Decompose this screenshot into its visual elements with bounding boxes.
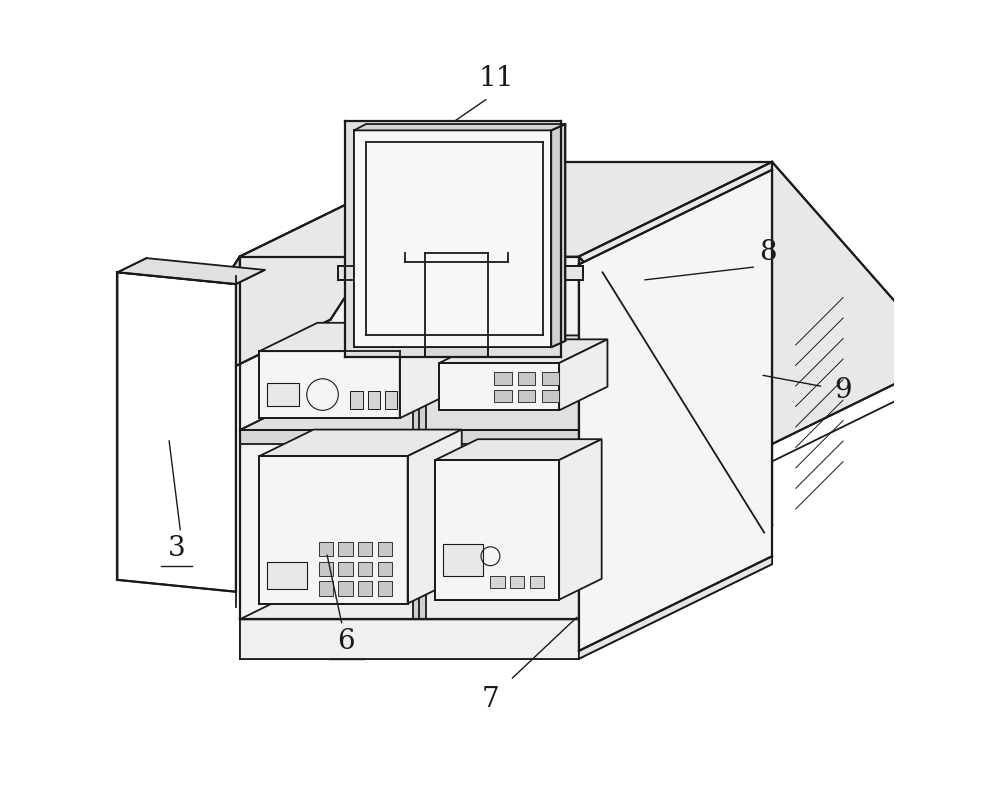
Polygon shape xyxy=(240,336,772,430)
Polygon shape xyxy=(240,430,579,444)
Polygon shape xyxy=(354,124,565,131)
Polygon shape xyxy=(259,351,400,418)
Polygon shape xyxy=(345,121,561,357)
Polygon shape xyxy=(240,257,579,619)
Polygon shape xyxy=(435,439,602,460)
Bar xyxy=(319,582,333,595)
Bar xyxy=(494,372,512,385)
Polygon shape xyxy=(435,460,559,599)
Bar xyxy=(490,576,505,587)
Text: 11: 11 xyxy=(478,65,514,92)
Bar xyxy=(358,542,372,556)
Bar xyxy=(443,544,483,576)
Polygon shape xyxy=(137,257,240,432)
Polygon shape xyxy=(117,258,265,285)
Text: 9: 9 xyxy=(834,377,852,404)
Polygon shape xyxy=(259,430,462,456)
Polygon shape xyxy=(354,131,551,347)
Polygon shape xyxy=(579,162,946,453)
Bar xyxy=(319,542,333,556)
Text: 8: 8 xyxy=(759,239,777,266)
Bar xyxy=(338,582,353,595)
Bar xyxy=(542,372,559,385)
Bar xyxy=(518,372,535,385)
Polygon shape xyxy=(579,162,772,619)
Bar xyxy=(319,562,333,576)
Polygon shape xyxy=(240,524,772,619)
Polygon shape xyxy=(559,439,602,599)
Polygon shape xyxy=(559,340,607,410)
Polygon shape xyxy=(240,619,579,659)
Text: 7: 7 xyxy=(482,686,499,713)
Bar xyxy=(494,390,512,402)
Bar xyxy=(378,582,392,595)
Text: 3: 3 xyxy=(168,535,185,562)
Polygon shape xyxy=(425,253,488,357)
Polygon shape xyxy=(366,142,543,336)
Bar xyxy=(542,390,559,402)
Polygon shape xyxy=(354,131,551,347)
Bar xyxy=(338,542,353,556)
Bar xyxy=(358,562,372,576)
Polygon shape xyxy=(579,257,752,471)
Bar xyxy=(510,576,524,587)
Bar xyxy=(358,582,372,595)
Bar xyxy=(518,390,535,402)
Polygon shape xyxy=(405,253,508,262)
Bar xyxy=(378,562,392,576)
Bar xyxy=(267,562,307,589)
Bar xyxy=(385,391,397,409)
Polygon shape xyxy=(408,430,462,603)
Polygon shape xyxy=(439,363,559,410)
Polygon shape xyxy=(259,323,458,351)
Polygon shape xyxy=(400,323,458,418)
Bar xyxy=(378,542,392,556)
Polygon shape xyxy=(579,170,772,651)
Bar xyxy=(350,391,363,409)
Polygon shape xyxy=(413,257,426,619)
Polygon shape xyxy=(579,524,772,659)
Polygon shape xyxy=(439,340,607,363)
Polygon shape xyxy=(240,162,772,257)
Polygon shape xyxy=(551,124,565,347)
Polygon shape xyxy=(338,266,583,281)
Bar xyxy=(530,576,544,587)
Bar xyxy=(338,562,353,576)
Polygon shape xyxy=(137,162,433,414)
Polygon shape xyxy=(117,273,236,591)
Polygon shape xyxy=(259,456,408,603)
Bar xyxy=(368,391,380,409)
Bar xyxy=(267,383,299,406)
Text: 6: 6 xyxy=(337,628,355,655)
